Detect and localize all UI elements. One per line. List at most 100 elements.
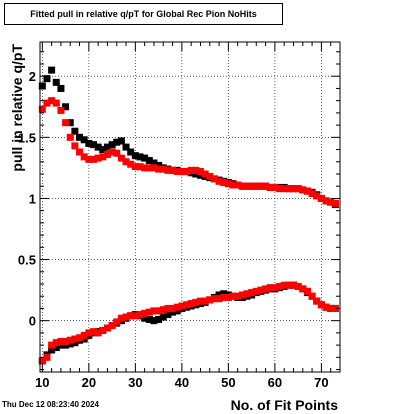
data-point-red-upper [308, 190, 316, 198]
y-axis-title: pull in relative q/pT [9, 44, 25, 172]
data-point-red-upper [257, 182, 265, 190]
data-point-red-lower [150, 307, 158, 315]
data-point-red-upper [141, 164, 149, 172]
data-point-black-lower [48, 346, 56, 354]
data-point-black-upper [155, 161, 163, 169]
data-point-red-upper [164, 166, 172, 174]
data-point-red-lower [289, 281, 297, 289]
data-point-red-lower [108, 322, 116, 330]
data-point-red-upper [224, 180, 232, 188]
axis-tick-labels: 10 20 30 40 50 60 70 0 0.5 1 1.5 2 [18, 69, 329, 390]
data-point-red-lower [308, 292, 316, 300]
data-point-red-upper [234, 181, 242, 189]
y-tick-label: 0.5 [18, 253, 36, 268]
data-point-black-upper [52, 78, 60, 86]
data-point-red-upper [248, 182, 256, 190]
data-point-red-upper [313, 192, 321, 200]
x-tick-label: 60 [268, 375, 282, 390]
data-point-black-lower [141, 314, 149, 322]
data-point-red-upper [66, 133, 74, 141]
data-point-red-lower [224, 293, 232, 301]
data-point-red-lower [252, 287, 260, 295]
data-point-black-upper [76, 133, 84, 141]
data-point-black-upper [48, 66, 56, 74]
data-point-red-upper [108, 148, 116, 156]
data-point-red-upper [178, 168, 186, 176]
data-point-red-lower [113, 318, 121, 326]
data-point-red-upper [89, 155, 97, 163]
data-point-red-lower [89, 328, 97, 336]
data-point-red-upper [187, 166, 195, 174]
data-point-black-upper [80, 136, 88, 144]
x-tick-label: 10 [35, 375, 49, 390]
data-point-black-upper [43, 75, 51, 83]
data-point-black-upper [103, 143, 111, 151]
data-point-red-lower [276, 282, 284, 290]
data-point-black-upper [71, 127, 79, 135]
data-point-red-upper [322, 197, 330, 205]
data-point-red-upper [48, 97, 56, 105]
data-point-black-lower [145, 315, 153, 323]
chart-title: Fitted pull in relative q/pT for Global … [30, 9, 257, 19]
data-point-red-upper [173, 168, 181, 176]
data-point-red-lower [117, 314, 125, 322]
data-point-black-upper [89, 141, 97, 149]
data-point-black-lower [57, 341, 65, 349]
data-point-red-lower [196, 297, 204, 305]
data-point-red-upper [220, 179, 228, 187]
data-point-red-upper [80, 153, 88, 161]
data-point-black-upper [141, 154, 149, 162]
data-point-black-lower [150, 317, 158, 325]
data-point-black-upper [66, 119, 74, 127]
data-point-red-upper [94, 154, 102, 162]
data-point-red-lower [131, 312, 139, 320]
data-point-red-upper [317, 194, 325, 202]
data-point-red-lower [52, 339, 60, 347]
data-point-red-upper [331, 199, 339, 207]
x-tick-label: 20 [82, 375, 96, 390]
data-point-red-upper [183, 168, 191, 176]
data-point-red-lower [187, 300, 195, 308]
data-point-red-lower [257, 286, 265, 294]
data-point-red-lower [94, 329, 102, 337]
data-point-black-upper [108, 141, 116, 149]
y-tick-label: 1.5 [18, 130, 36, 145]
data-point-red-lower [38, 357, 46, 365]
data-point-red-upper [327, 198, 335, 206]
data-point-black-upper [94, 143, 102, 151]
data-point-red-upper [76, 148, 84, 156]
data-point-red-lower [141, 309, 149, 317]
data-point-red-lower [313, 297, 321, 305]
data-point-black-upper [131, 152, 139, 160]
data-point-black-upper [117, 137, 125, 145]
data-point-red-lower [48, 341, 56, 349]
data-point-red-upper [196, 168, 204, 176]
data-point-red-upper [276, 185, 284, 193]
series-red [38, 97, 339, 365]
x-tick-label: 70 [314, 375, 328, 390]
data-point-black-lower [80, 335, 88, 343]
data-point-red-lower [303, 287, 311, 295]
data-point-black-upper [150, 159, 158, 167]
data-point-red-lower [327, 304, 335, 312]
data-point-red-lower [322, 303, 330, 311]
data-point-red-upper [289, 185, 297, 193]
data-point-red-lower [76, 334, 84, 342]
data-point-red-lower [103, 324, 111, 332]
x-tick-label: 30 [128, 375, 142, 390]
data-point-red-upper [262, 182, 270, 190]
data-point-red-lower [271, 284, 279, 292]
data-point-red-upper [252, 182, 260, 190]
data-point-red-upper [206, 172, 214, 180]
data-point-red-upper [299, 186, 307, 194]
data-point-red-lower [248, 289, 256, 297]
data-point-black-upper [127, 148, 135, 156]
data-point-black-lower [62, 341, 70, 349]
data-point-black-upper [62, 103, 70, 111]
data-point-red-lower [80, 331, 88, 339]
data-point-black-lower [159, 313, 167, 321]
data-point-red-lower [229, 292, 237, 300]
data-point-red-upper [122, 158, 130, 166]
data-point-black-upper [113, 138, 121, 146]
data-point-black-upper [196, 171, 204, 179]
